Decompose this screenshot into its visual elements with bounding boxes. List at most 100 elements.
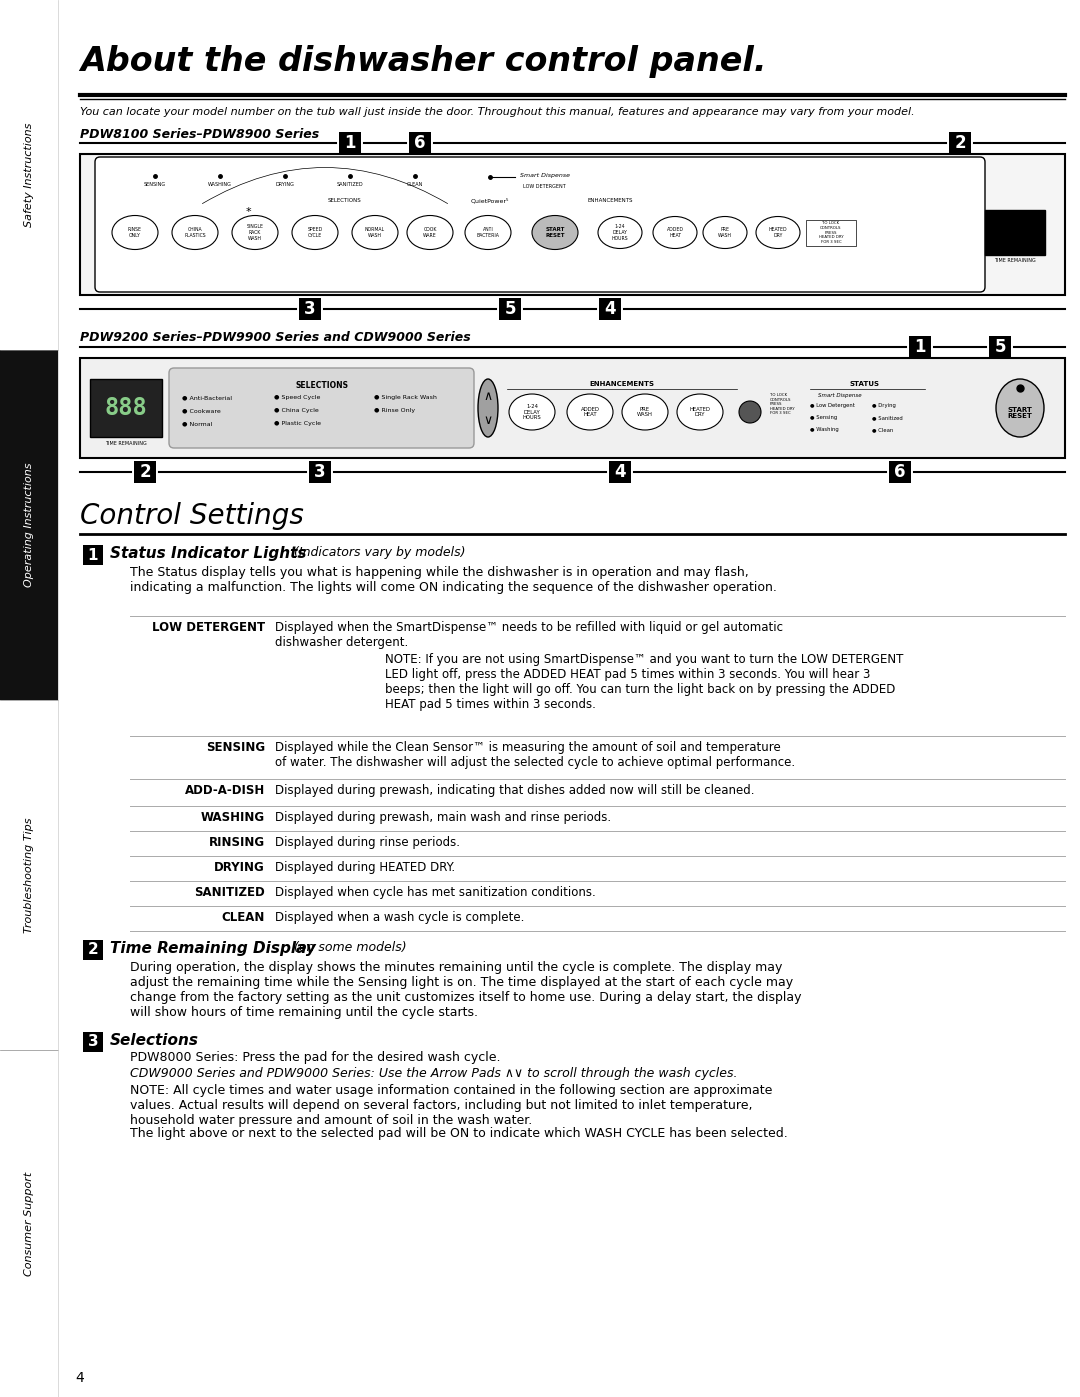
Text: TO LOCK
CONTROLS
PRESS
HEATED DRY
FOR 3 SEC: TO LOCK CONTROLS PRESS HEATED DRY FOR 3 …	[819, 221, 843, 243]
Bar	[83, 545, 103, 564]
Text: START
RESET: START RESET	[1008, 407, 1032, 419]
Text: WASHING: WASHING	[201, 812, 265, 824]
Text: ● Speed Cycle: ● Speed Cycle	[274, 395, 321, 400]
Text: NORMAL
WASH: NORMAL WASH	[365, 228, 386, 237]
Text: Smart Dispense: Smart Dispense	[819, 393, 862, 398]
Text: 2: 2	[955, 134, 966, 152]
Text: 4: 4	[75, 1370, 84, 1384]
Text: ● Single Rack Wash: ● Single Rack Wash	[374, 395, 437, 400]
Ellipse shape	[112, 215, 158, 250]
Bar	[80, 154, 1065, 295]
Bar	[989, 337, 1011, 358]
Bar	[0, 700, 58, 1051]
Text: ● China Cycle: ● China Cycle	[274, 408, 319, 414]
Text: DRYING: DRYING	[275, 182, 295, 187]
Text: ADD-A-DISH: ADD-A-DISH	[185, 784, 265, 798]
Text: Control Settings: Control Settings	[80, 502, 303, 529]
Text: COOK
WARE: COOK WARE	[423, 228, 437, 237]
Text: ● Low Detergent: ● Low Detergent	[810, 402, 855, 408]
Bar	[985, 210, 1045, 256]
Ellipse shape	[739, 401, 761, 423]
Text: Status Indicator Lights: Status Indicator Lights	[110, 546, 307, 562]
Text: 4: 4	[615, 462, 625, 481]
Text: 6: 6	[894, 462, 906, 481]
Text: SINGLE
RACK
WASH: SINGLE RACK WASH	[246, 224, 264, 240]
Text: SELECTIONS: SELECTIONS	[328, 198, 362, 204]
Text: ANTI
BACTERIA: ANTI BACTERIA	[476, 228, 499, 237]
Ellipse shape	[465, 215, 511, 250]
Text: ● Drying: ● Drying	[872, 402, 896, 408]
Bar	[0, 0, 58, 351]
Text: RINSE
ONLY: RINSE ONLY	[129, 228, 141, 237]
Ellipse shape	[478, 379, 498, 437]
Text: PDW9200 Series–PDW9900 Series and CDW9000 Series: PDW9200 Series–PDW9900 Series and CDW900…	[80, 331, 471, 344]
Text: ADDED
HEAT: ADDED HEAT	[581, 407, 599, 418]
Text: Time Remaining Display: Time Remaining Display	[110, 942, 315, 956]
Text: SPEED
CYCLE: SPEED CYCLE	[308, 228, 323, 237]
Text: Displayed when cycle has met sanitization conditions.: Displayed when cycle has met sanitizatio…	[275, 886, 596, 900]
Text: Consumer Support: Consumer Support	[24, 1171, 33, 1275]
Text: ADDED
HEAT: ADDED HEAT	[666, 228, 684, 237]
Text: SANITIZED: SANITIZED	[337, 182, 363, 187]
Text: 1: 1	[87, 548, 98, 563]
Text: SENSING: SENSING	[144, 182, 166, 187]
Text: 5: 5	[995, 338, 1005, 356]
Text: START
RESET: START RESET	[545, 228, 565, 237]
Text: ● Normal: ● Normal	[183, 420, 213, 426]
FancyBboxPatch shape	[168, 367, 474, 448]
Text: 4: 4	[604, 300, 616, 319]
Text: During operation, the display shows the minutes remaining until the cycle is com: During operation, the display shows the …	[130, 961, 801, 1018]
Text: ∧: ∧	[484, 390, 492, 402]
Bar	[83, 1032, 103, 1052]
Text: The light above or next to the selected pad will be ON to indicate which WASH CY: The light above or next to the selected …	[130, 1127, 787, 1140]
Text: TIME REMAINING: TIME REMAINING	[105, 441, 147, 446]
Ellipse shape	[996, 379, 1044, 437]
Ellipse shape	[292, 215, 338, 250]
Text: SANITIZED: SANITIZED	[194, 886, 265, 900]
Bar	[0, 351, 58, 700]
Bar	[0, 1051, 58, 1397]
Text: The Status display tells you what is happening while the dishwasher is in operat: The Status display tells you what is hap…	[130, 566, 777, 594]
Text: LOW DETERGENT: LOW DETERGENT	[523, 184, 566, 189]
Text: Operating Instructions: Operating Instructions	[24, 462, 33, 587]
Text: DRYING: DRYING	[214, 861, 265, 875]
Ellipse shape	[567, 394, 613, 430]
Ellipse shape	[703, 217, 747, 249]
FancyBboxPatch shape	[95, 156, 985, 292]
Ellipse shape	[677, 394, 723, 430]
Text: LOW DETERGENT: LOW DETERGENT	[152, 622, 265, 634]
Text: About the dishwasher control panel.: About the dishwasher control panel.	[80, 45, 767, 78]
Bar	[806, 219, 856, 246]
Text: 6: 6	[415, 134, 426, 152]
Text: Displayed when a wash cycle is complete.: Displayed when a wash cycle is complete.	[275, 911, 525, 923]
Text: STATUS: STATUS	[850, 381, 880, 387]
Text: ● Anti-Bacterial: ● Anti-Bacterial	[183, 395, 232, 400]
Text: PRE
WASH: PRE WASH	[718, 228, 732, 237]
Bar	[90, 379, 162, 437]
Text: NOTE: If you are not using SmartDispense™ and you want to turn the LOW DETERGENT: NOTE: If you are not using SmartDispense…	[384, 652, 903, 711]
Text: 2: 2	[87, 943, 98, 957]
Text: Displayed when the SmartDispense™ needs to be refilled with liquid or gel automa: Displayed when the SmartDispense™ needs …	[275, 622, 783, 650]
Text: PDW8100 Series–PDW8900 Series: PDW8100 Series–PDW8900 Series	[80, 129, 320, 141]
Ellipse shape	[598, 217, 642, 249]
Text: ● Sanitized: ● Sanitized	[872, 415, 903, 420]
Text: ∨: ∨	[484, 414, 492, 426]
Text: PRE
WASH: PRE WASH	[637, 407, 653, 418]
Text: RINSING: RINSING	[208, 835, 265, 849]
Ellipse shape	[532, 215, 578, 250]
Ellipse shape	[509, 394, 555, 430]
Text: ● Plastic Cycle: ● Plastic Cycle	[274, 420, 321, 426]
Text: CDW9000 Series and PDW9000 Series: Use the Arrow Pads ∧∨ to scroll through the w: CDW9000 Series and PDW9000 Series: Use t…	[130, 1067, 738, 1080]
Text: CLEAN: CLEAN	[221, 911, 265, 923]
Ellipse shape	[653, 217, 697, 249]
Bar	[299, 298, 321, 320]
Ellipse shape	[407, 215, 453, 250]
Text: ENHANCEMENTS: ENHANCEMENTS	[590, 381, 654, 387]
Text: Displayed during prewash, indicating that dishes added now will still be cleaned: Displayed during prewash, indicating tha…	[275, 784, 755, 798]
Text: Displayed while the Clean Sensor™ is measuring the amount of soil and temperatur: Displayed while the Clean Sensor™ is mea…	[275, 740, 795, 768]
Text: HEATED
DRY: HEATED DRY	[769, 228, 787, 237]
Text: Troubleshooting Tips: Troubleshooting Tips	[24, 817, 33, 933]
Text: *: *	[245, 208, 251, 218]
Text: 1-24
DELAY
HOURS: 1-24 DELAY HOURS	[611, 224, 629, 240]
Text: ● Clean: ● Clean	[872, 427, 893, 432]
